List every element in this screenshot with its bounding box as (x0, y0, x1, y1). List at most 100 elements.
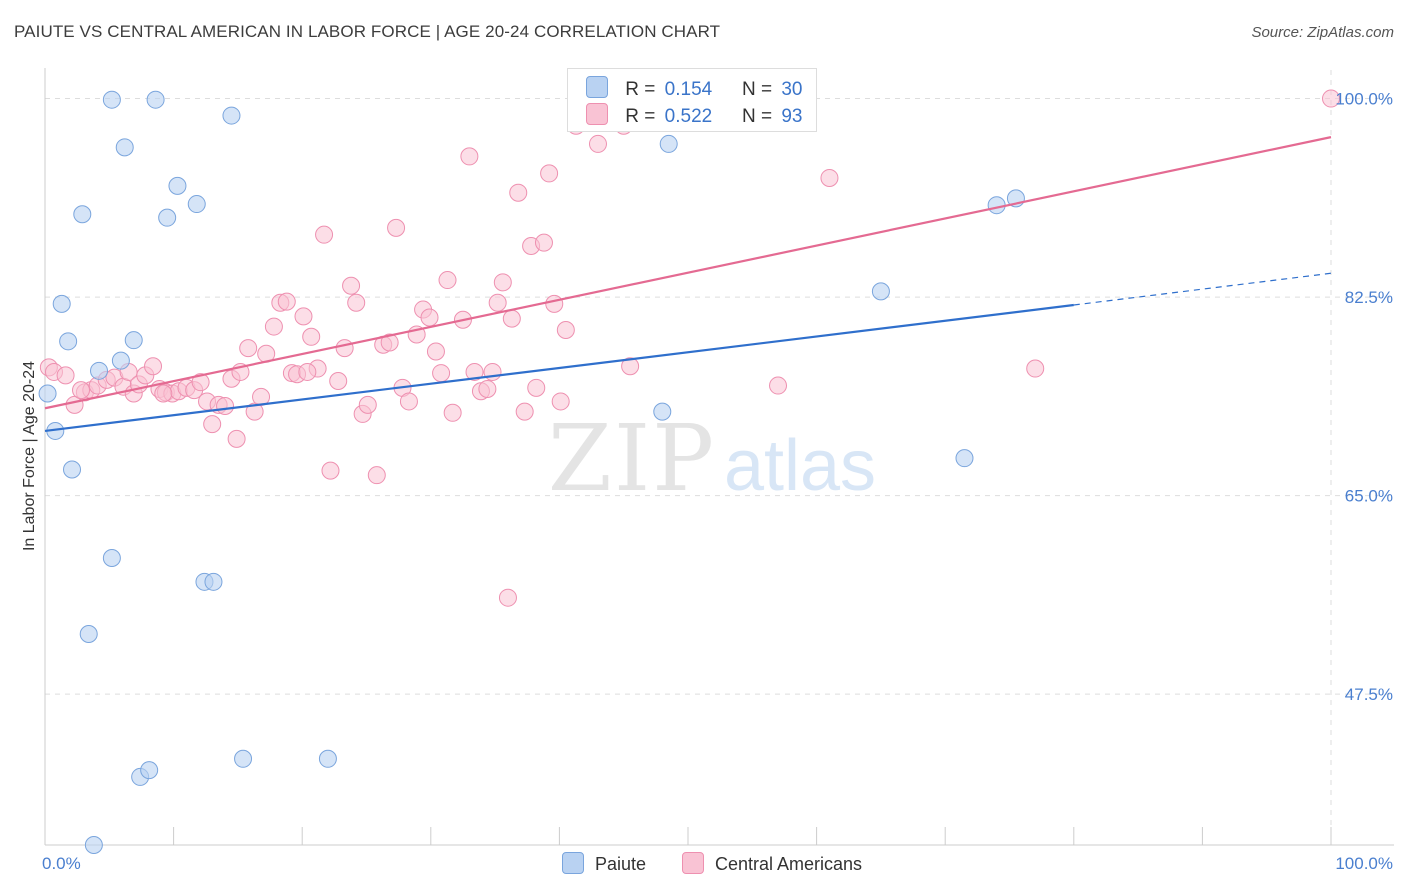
central-americans-point (478, 379, 497, 398)
paiute-point (318, 749, 337, 768)
central-americans-point (1322, 89, 1340, 108)
central-americans-point (527, 378, 546, 397)
watermark-atlas: atlas (724, 426, 876, 506)
central-americans-point (277, 292, 296, 311)
paiute-point (124, 331, 143, 350)
paiute-point (59, 332, 78, 351)
central-americans-point (335, 339, 354, 358)
axes-layer (44, 68, 1394, 846)
paiute-r-label: R = (625, 79, 656, 100)
paiute-trend-extension (1073, 272, 1332, 306)
central-americans-point (358, 395, 377, 414)
central-americans-point (498, 588, 517, 607)
paiute-point (140, 761, 159, 780)
paiute-point (187, 195, 206, 214)
paiute-point (158, 208, 177, 227)
central-americans-point (298, 362, 317, 381)
central-americans-point (502, 309, 521, 328)
legend-row-paiute: R = 0.154 N = 30 (586, 76, 802, 100)
y-tick-label: 82.5% (1345, 288, 1393, 307)
paiute-swatch (586, 76, 608, 98)
paiute-point (90, 361, 109, 380)
paiute-points (38, 89, 1025, 854)
central-americans-point (144, 357, 163, 376)
paiute-point (115, 138, 134, 157)
legend-item-central-americans[interactable]: Central Americans (682, 852, 862, 875)
central-americans-point (294, 307, 313, 326)
central-americans-point (154, 384, 173, 403)
central-r-value: 0.522 (664, 106, 713, 127)
central-americans-point (321, 461, 340, 480)
paiute-r-value: 0.154 (664, 79, 713, 100)
central-americans-point (540, 164, 559, 183)
central-americans-point (460, 147, 479, 166)
y-tick-label: 47.5% (1345, 685, 1393, 704)
central-americans-point (399, 392, 418, 411)
central-r-label: R = (625, 106, 656, 127)
central-legend-swatch (682, 852, 704, 874)
correlation-legend: R = 0.154 N = 30 R = 0.522 N = 93 (567, 68, 817, 132)
central-americans-point (239, 339, 258, 358)
paiute-point (146, 90, 165, 109)
central-americans-point (329, 372, 348, 391)
paiute-point (102, 90, 121, 109)
paiute-point (102, 548, 121, 567)
central-americans-point (438, 271, 457, 290)
central-americans-point (56, 366, 75, 385)
tick-labels: 47.5% 65.0% 82.5% 100.0% 0.0% 100.0% (42, 90, 1393, 873)
central-americans-point (227, 429, 246, 448)
paiute-n-label: N = (741, 79, 773, 100)
y-axis-label: In Labor Force | Age 20-24 (21, 360, 38, 552)
x-tick-label-min: 0.0% (42, 854, 81, 873)
series-legend: Paiute Central Americans (0, 852, 1406, 878)
central-n-value: 93 (781, 106, 803, 127)
central-americans-point (588, 134, 607, 153)
central-americans-point (347, 293, 366, 312)
central-americans-point (203, 415, 222, 434)
paiute-point (234, 749, 253, 768)
paiute-legend-label: Paiute (595, 854, 647, 874)
central-americans-point (302, 327, 321, 346)
watermark: ZIP atlas (548, 405, 876, 512)
central-americans-point (488, 293, 507, 312)
paiute-point (222, 106, 241, 125)
central-americans-point (315, 225, 334, 244)
central-americans-point (534, 233, 553, 252)
central-americans-point (1026, 359, 1045, 378)
central-americans-point (465, 362, 484, 381)
paiute-point (871, 282, 890, 301)
x-tick-label-max: 100.0% (1335, 854, 1393, 873)
central-americans-point (216, 396, 235, 415)
grid-layer (45, 70, 1394, 845)
central-americans-point (387, 218, 406, 237)
central-swatch (586, 103, 608, 125)
central-americans-point (443, 403, 462, 422)
central-americans-point (264, 317, 283, 336)
central-americans-point (509, 183, 528, 202)
paiute-point (653, 402, 672, 421)
central-americans-point (432, 364, 451, 383)
central-americans-trend-line (44, 136, 1332, 410)
central-americans-point (420, 308, 439, 327)
paiute-point (987, 196, 1006, 215)
legend-item-paiute[interactable]: Paiute (562, 852, 646, 875)
central-americans-point (621, 357, 640, 376)
central-americans-point (426, 342, 445, 361)
paiute-point (659, 134, 678, 153)
paiute-point (38, 384, 57, 403)
trend-lines (44, 136, 1332, 433)
source-label: Source: ZipAtlas.com (1251, 24, 1394, 41)
central-americans-point (380, 333, 399, 352)
paiute-point (52, 294, 71, 313)
legend-row-central: R = 0.522 N = 93 (586, 103, 802, 127)
paiute-point (63, 460, 82, 479)
central-legend-label: Central Americans (715, 854, 863, 874)
central-americans-points (39, 88, 1340, 607)
central-americans-point (493, 273, 512, 292)
paiute-point (79, 624, 98, 643)
central-americans-point (545, 294, 564, 313)
paiute-legend-swatch (562, 852, 584, 874)
y-tick-label: 100.0% (1335, 90, 1393, 109)
central-americans-point (72, 381, 91, 400)
chart-title: PAIUTE VS CENTRAL AMERICAN IN LABOR FORC… (14, 22, 721, 41)
